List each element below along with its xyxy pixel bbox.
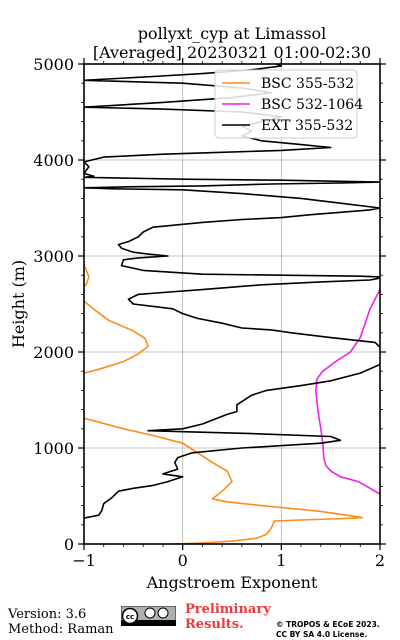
y-axis-label: Height (m)	[9, 260, 28, 348]
series-line-bsc-532-1064	[315, 289, 380, 495]
x-tick-label: 0	[178, 551, 188, 570]
method-text: Method: Raman	[8, 622, 114, 637]
svg-text:cc: cc	[126, 613, 134, 621]
plot-series	[84, 64, 380, 544]
copyright-notice: © TROPOS & ECoE 2023. CC BY SA 4.0 Licen…	[276, 620, 380, 640]
series-line-bsc-355-532	[84, 265, 363, 544]
y-tick-label: 4000	[33, 151, 74, 170]
cc-license-badge-icon: cc	[121, 606, 176, 626]
y-tick-label: 2000	[33, 343, 74, 362]
version-text: Version: 3.6	[8, 607, 87, 622]
x-axis-label: Angstroem Exponent	[146, 573, 318, 592]
copyright-line-2: CC BY SA 4.0 License.	[276, 630, 368, 639]
x-tick-label: 1	[276, 551, 286, 570]
chart-subtitle: [Averaged] 20230321 01:00-02:30	[93, 43, 371, 62]
series-line-ext-355-532	[84, 64, 380, 519]
y-tick-label: 0	[64, 535, 74, 554]
plot-frame	[83, 63, 381, 545]
y-tick-label: 5000	[33, 55, 74, 74]
x-tick-label: 2	[375, 551, 385, 570]
preliminary-notice: Preliminary Results.	[185, 602, 271, 632]
chart-title: pollyxt_cyp at Limassol	[138, 24, 327, 43]
y-tick-label: 3000	[33, 247, 74, 266]
legend-label-bsc-355-532: BSC 355-532	[261, 76, 354, 92]
preliminary-line-1: Preliminary	[185, 602, 271, 617]
preliminary-line-2: Results.	[185, 617, 244, 632]
y-tick-label: 1000	[33, 439, 74, 458]
legend-label-bsc-532-1064: BSC 532-1064	[261, 97, 363, 113]
legend-label-ext-355-532: EXT 355-532	[261, 118, 353, 134]
x-tick-label: −1	[72, 551, 96, 570]
angstroem-chart: pollyxt_cyp at Limassol [Averaged] 20230…	[9, 24, 386, 592]
legend-box	[214, 69, 358, 139]
legend: BSC 355-532 BSC 532-1064 EXT 355-532	[214, 69, 363, 139]
copyright-line-1: © TROPOS & ECoE 2023.	[276, 620, 380, 629]
